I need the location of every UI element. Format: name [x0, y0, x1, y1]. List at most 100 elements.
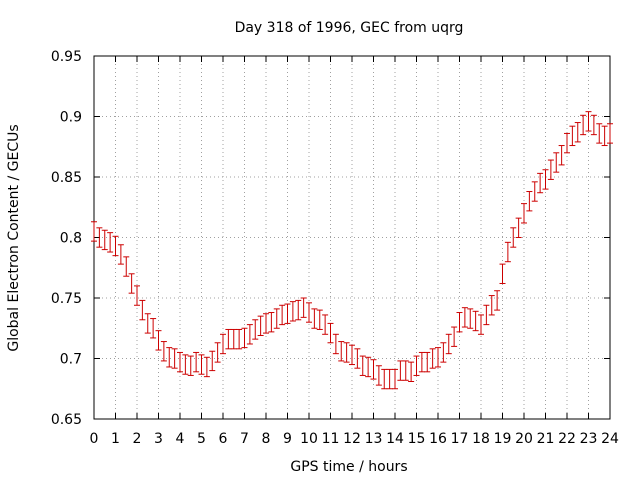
data-point-errorbar	[177, 351, 183, 373]
data-point-errorbar	[107, 232, 114, 253]
data-point-errorbar	[230, 328, 237, 350]
data-point-errorbar	[198, 354, 205, 375]
data-point-errorbar	[252, 319, 259, 340]
data-point-errorbar	[327, 322, 334, 344]
data-point-errorbar	[515, 217, 522, 238]
data-point-errorbar	[91, 221, 97, 242]
data-point-errorbar	[386, 368, 393, 390]
data-point-errorbar	[193, 351, 200, 373]
data-point-errorbar	[160, 341, 167, 362]
data-point-errorbar	[257, 315, 264, 337]
data-point-errorbar	[236, 328, 243, 350]
data-point-errorbar	[424, 351, 431, 373]
y-tick-label: 0.7	[60, 352, 82, 368]
data-point-errorbar	[354, 348, 361, 369]
x-tick-label: 12	[343, 431, 361, 447]
data-point-errorbar	[241, 327, 248, 349]
data-point-errorbar	[316, 309, 323, 330]
data-point-errorbar	[478, 314, 484, 335]
x-tick-label: 2	[133, 431, 142, 447]
data-point-errorbar	[542, 169, 549, 190]
data-point-errorbar	[590, 114, 597, 136]
x-tick-label: 8	[262, 431, 271, 447]
data-point-errorbar	[521, 203, 527, 224]
data-point-errorbar	[375, 365, 382, 386]
data-point-errorbar	[117, 244, 124, 265]
data-point-errorbar	[537, 172, 544, 194]
data-point-errorbar	[402, 360, 409, 381]
data-point-errorbar	[209, 350, 216, 372]
data-point-errorbar	[596, 123, 603, 144]
data-point-errorbar	[284, 303, 291, 324]
data-point-errorbar	[338, 341, 345, 362]
data-point-errorbar	[279, 304, 286, 326]
data-point-errorbar	[408, 361, 415, 382]
data-point-errorbar	[144, 313, 151, 334]
data-point-errorbar	[150, 318, 157, 339]
data-point-errorbar	[601, 125, 608, 147]
data-point-errorbar	[289, 301, 296, 322]
data-point-errorbar	[214, 342, 221, 363]
data-point-errorbar	[472, 310, 479, 332]
x-tick-label: 23	[580, 431, 598, 447]
data-point-errorbar	[526, 191, 533, 212]
data-point-errorbar	[580, 114, 587, 136]
data-point-errorbar	[558, 145, 565, 166]
data-point-errorbar	[295, 299, 302, 321]
data-point-errorbar	[225, 328, 232, 350]
x-tick-label: 1	[111, 431, 120, 447]
data-point-errorbar	[171, 348, 178, 369]
data-point-errorbar	[564, 132, 570, 154]
data-point-errorbar	[429, 348, 436, 369]
data-point-errorbar	[413, 355, 420, 376]
data-point-errorbar	[187, 355, 194, 376]
data-point-errorbar	[585, 111, 592, 132]
data-point-errorbar	[306, 302, 312, 323]
grid-lines	[94, 56, 610, 419]
data-point-errorbar	[494, 290, 501, 311]
data-point-errorbar	[123, 256, 130, 277]
y-tick-label: 0.75	[51, 291, 82, 307]
y-tick-label: 0.8	[60, 231, 82, 247]
data-point-errorbar	[322, 314, 329, 335]
error-bars	[91, 111, 613, 390]
data-point-errorbar	[435, 347, 441, 368]
data-point-errorbar	[182, 354, 189, 375]
data-point-errorbar	[332, 333, 339, 355]
x-tick-label: 13	[365, 431, 383, 447]
data-point-errorbar	[370, 359, 377, 380]
x-tick-label: 16	[429, 431, 447, 447]
y-axis-label: Global Electron Content / GECUs	[6, 124, 22, 351]
data-point-errorbar	[418, 351, 425, 373]
x-tick-label: 17	[451, 431, 469, 447]
data-point-errorbar	[510, 227, 517, 248]
x-tick-label: 24	[601, 431, 619, 447]
data-point-errorbar	[607, 123, 613, 144]
data-point-errorbar	[574, 122, 581, 143]
x-tick-label: 18	[472, 431, 490, 447]
x-tick-label: 21	[537, 431, 555, 447]
data-point-errorbar	[96, 227, 103, 248]
x-tick-label: 20	[515, 431, 533, 447]
data-point-errorbar	[381, 368, 388, 390]
data-point-errorbar	[311, 308, 318, 329]
data-point-errorbar	[451, 326, 458, 347]
data-point-errorbar	[155, 330, 162, 351]
x-tick-label: 4	[176, 431, 185, 447]
x-tick-label: 19	[494, 431, 512, 447]
data-point-errorbar	[445, 333, 452, 355]
data-point-errorbar	[488, 295, 495, 316]
x-tick-label: 5	[197, 431, 206, 447]
x-tick-label: 14	[386, 431, 404, 447]
data-point-errorbar	[349, 344, 355, 366]
data-point-errorbar	[134, 285, 140, 306]
x-axis-label: GPS time / hours	[290, 459, 407, 475]
data-point-errorbar	[112, 235, 119, 257]
x-tick-label: 9	[283, 431, 292, 447]
x-tick-label: 6	[219, 431, 228, 447]
data-point-errorbar	[343, 342, 350, 363]
data-point-errorbar	[553, 152, 560, 173]
data-point-errorbar	[392, 368, 398, 390]
